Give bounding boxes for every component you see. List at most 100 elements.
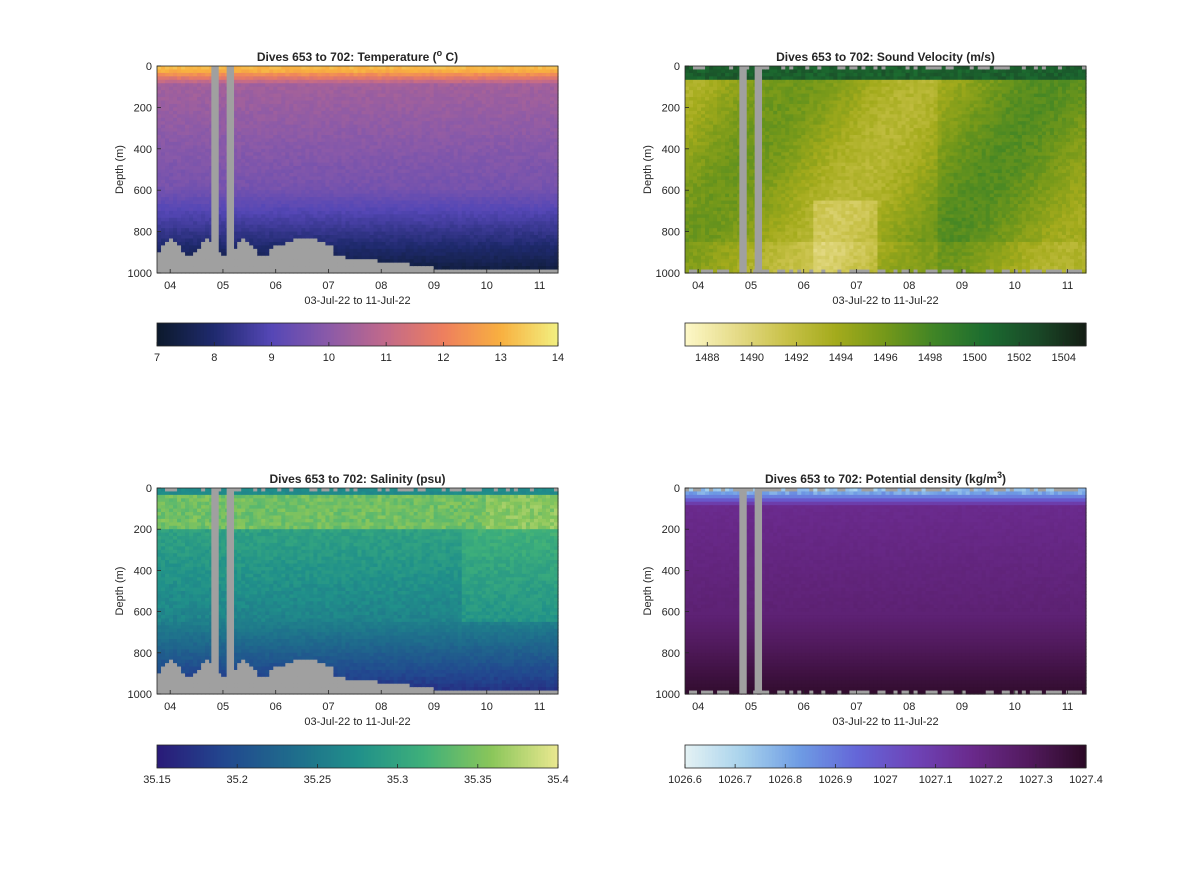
heatmap-cell — [485, 128, 491, 133]
heatmap-cell — [289, 186, 294, 191]
heatmap-cell — [373, 93, 379, 98]
heatmap-cell — [157, 86, 162, 91]
heatmap-cell — [345, 159, 351, 164]
heatmap-cell — [321, 138, 327, 143]
heatmap-cell — [173, 93, 178, 98]
heatmap-cell — [429, 269, 435, 274]
heatmap-cell — [217, 172, 222, 177]
heatmap-cell — [333, 159, 339, 164]
heatmap-cell — [349, 100, 355, 105]
heatmap-cell — [273, 117, 278, 122]
heatmap-cell — [293, 269, 298, 274]
heatmap-cell — [429, 176, 435, 181]
heatmap-cell — [457, 235, 463, 240]
heatmap-cell — [185, 197, 190, 202]
heatmap-cell — [421, 231, 427, 236]
heatmap-cell — [253, 235, 258, 240]
heatmap-cell — [441, 159, 447, 164]
heatmap-cell — [469, 169, 475, 174]
heatmap-cell — [273, 262, 278, 267]
heatmap-cell — [201, 183, 206, 188]
heatmap-cell — [249, 241, 254, 246]
heatmap-cell — [193, 69, 198, 74]
heatmap-cell — [409, 72, 415, 77]
heatmap-cell — [397, 252, 403, 257]
heatmap-cell — [313, 269, 318, 274]
heatmap-cell — [417, 152, 423, 157]
heatmap-cell — [369, 107, 375, 112]
heatmap-cell — [157, 141, 162, 146]
heatmap-cell — [473, 66, 479, 71]
heatmap-cell — [397, 66, 403, 71]
heatmap-cell — [349, 228, 355, 233]
heatmap-cell — [381, 155, 387, 160]
heatmap-cell — [257, 245, 262, 250]
heatmap-cell — [305, 179, 310, 184]
heatmap-cell — [309, 183, 314, 188]
heatmap-cell — [165, 121, 170, 126]
heatmap-cell — [177, 148, 182, 153]
heatmap-cell — [161, 128, 166, 133]
heatmap-cell — [377, 252, 383, 257]
heatmap-cell — [345, 183, 351, 188]
heatmap-cell — [181, 252, 186, 257]
heatmap-cell — [201, 245, 206, 250]
heatmap-cell — [181, 179, 186, 184]
panel-1: Dives 653 to 702: Temperature (o C)02004… — [114, 48, 564, 364]
heatmap-cell — [289, 200, 294, 205]
heatmap-cell — [301, 224, 306, 229]
heatmap-cell — [485, 221, 491, 226]
heatmap-cell — [397, 107, 403, 112]
heatmap-cell — [413, 110, 419, 115]
heatmap-cell — [413, 152, 419, 157]
heatmap-cell — [449, 100, 455, 105]
heatmap-cell — [281, 117, 286, 122]
heatmap-cell — [161, 214, 166, 219]
heatmap-cell — [381, 186, 387, 191]
heatmap-cell — [429, 241, 435, 246]
heatmap-cell — [445, 162, 451, 167]
heatmap-cell — [253, 200, 258, 205]
heatmap-cell — [161, 238, 166, 243]
heatmap-cell — [425, 72, 431, 77]
heatmap-cell — [373, 69, 379, 74]
heatmap-cell — [421, 179, 427, 184]
heatmap-cell — [445, 76, 451, 81]
heatmap-cell — [457, 224, 463, 229]
heatmap-cell — [293, 228, 298, 233]
heatmap-cell — [389, 241, 395, 246]
heatmap-cell — [341, 235, 347, 240]
heatmap-cell — [261, 124, 266, 129]
heatmap-cell — [369, 259, 375, 264]
heatmap-cell — [485, 186, 491, 191]
heatmap-cell — [189, 93, 194, 98]
heatmap-cell — [425, 79, 431, 84]
heatmap-cell — [465, 159, 471, 164]
heatmap-cell — [241, 197, 246, 202]
heatmap-cell — [181, 114, 186, 119]
heatmap-cell — [445, 169, 451, 174]
heatmap-cell — [377, 90, 383, 95]
heatmap-cell — [321, 83, 327, 88]
heatmap-cell — [469, 124, 475, 129]
heatmap-cell — [457, 114, 463, 119]
heatmap-cell — [237, 86, 242, 91]
heatmap-cell — [345, 145, 351, 150]
heatmap-cell — [357, 255, 363, 260]
heatmap-cell — [393, 169, 399, 174]
heatmap-cell — [329, 266, 335, 271]
heatmap-cell — [289, 93, 294, 98]
heatmap-cell — [381, 103, 387, 108]
heatmap-cell — [157, 166, 162, 171]
heatmap-cell — [181, 103, 186, 108]
heatmap-cell — [453, 197, 459, 202]
heatmap-cell — [337, 248, 343, 253]
heatmap-cell — [361, 172, 367, 177]
heatmap-cell — [253, 228, 258, 233]
heatmap-cell — [437, 235, 443, 240]
heatmap-cell — [289, 155, 294, 160]
heatmap-cell — [257, 135, 262, 140]
heatmap-cell — [305, 197, 310, 202]
heatmap-cell — [393, 172, 399, 177]
heatmap-cell — [353, 214, 359, 219]
